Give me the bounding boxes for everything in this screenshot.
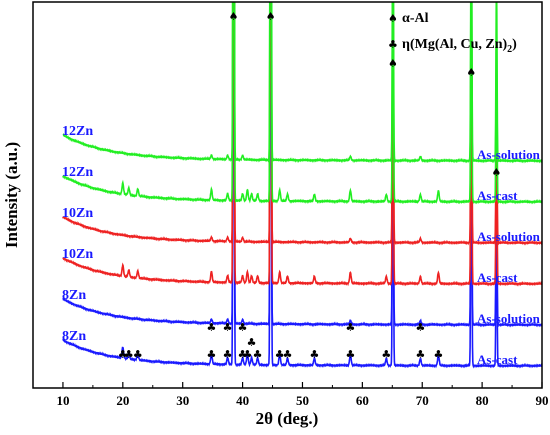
eta-marker: ♣	[223, 348, 233, 361]
eta-marker: ♣	[416, 321, 426, 334]
y-axis-title: Intensity (a.u.)	[2, 142, 21, 248]
sample-label: 12Zn	[62, 124, 93, 139]
series-line-10zn-as-solution	[62, 2, 542, 246]
x-tick-label: 10	[56, 393, 69, 408]
x-tick-label: 80	[476, 393, 489, 408]
alpha-al-marker: ♠	[466, 66, 476, 79]
condition-label: As-solution	[477, 147, 541, 162]
eta-marker: ♣	[207, 348, 217, 361]
sample-label: 12Zn	[62, 165, 93, 180]
x-tick-label: 40	[236, 393, 249, 408]
eta-marker: ♣	[238, 348, 248, 361]
eta-marker: ♣	[253, 348, 263, 361]
series-layer	[62, 2, 542, 369]
condition-label: As-solution	[477, 311, 541, 326]
series-line-12zn-as-cast	[62, 2, 542, 205]
eta-marker: ♣	[207, 321, 217, 334]
legend: ♠ α-Al ♣ η(Mg(Al, Cu, Zn)2)	[388, 11, 517, 55]
eta-marker: ♣	[118, 348, 128, 361]
plot-frame	[32, 1, 543, 389]
eta-marker: ♣	[345, 321, 355, 334]
series-line-8zn-as-solution	[62, 2, 542, 328]
x-axis: 10 20 30 40 50 60 70 80 90	[56, 382, 549, 408]
x-tick-label: 60	[356, 393, 369, 408]
series-line-10zn-as-cast	[62, 2, 542, 287]
eta-marker: ♣	[223, 321, 233, 334]
eta-marker: ♣	[238, 321, 248, 334]
eta-marker: ♣	[133, 348, 143, 361]
x-tick-label: 90	[536, 393, 549, 408]
eta-marker: ♣	[381, 348, 391, 361]
alpha-al-marker: ♠	[229, 10, 239, 23]
x-tick-label: 30	[176, 393, 189, 408]
eta-marker: ♣	[345, 348, 355, 361]
eta-marker: ♣	[310, 348, 320, 361]
alpha-al-marker: ♠	[266, 10, 276, 23]
sample-label: 8Zn	[62, 329, 86, 344]
condition-label: As-cast	[477, 270, 518, 285]
series-line-12zn-as-solution	[62, 2, 542, 164]
eta-marker: ♣	[247, 336, 257, 349]
eta-marker: ♣	[433, 348, 443, 361]
phase-marker-layer: ♠ ♠♠♠♠♣♣ ♣ ♣ ♣ ♣♣♣♣ ♣♣ ♣ ♣ ♣ ♣ ♣♣ ♣ ♣ ♣ ♣	[118, 10, 502, 361]
sample-label: 10Zn	[62, 247, 93, 262]
x-tick-label: 20	[116, 393, 129, 408]
condition-label: As-solution	[477, 229, 541, 244]
alpha-al-marker: ♠	[388, 57, 398, 70]
legend-label-eta: η(Mg(Al, Cu, Zn)2)	[402, 37, 517, 55]
sample-label: 10Zn	[62, 206, 93, 221]
legend-club-icon: ♣	[388, 38, 398, 51]
x-tick-label: 70	[416, 393, 429, 408]
condition-label: As-cast	[477, 352, 518, 367]
legend-spade-icon: ♠	[388, 12, 398, 25]
eta-marker: ♣	[283, 348, 293, 361]
series-line-8zn-as-cast	[62, 2, 542, 369]
sample-label: 8Zn	[62, 288, 86, 303]
x-tick-label: 50	[296, 393, 309, 408]
eta-marker: ♣	[242, 348, 252, 361]
alpha-al-marker: ♠	[492, 166, 502, 179]
series-label-layer: As-cast As-solution As-cast As-solution As-c…	[62, 124, 541, 367]
condition-label: As-cast	[477, 188, 518, 203]
eta-marker: ♣	[124, 348, 134, 361]
eta-marker: ♣	[416, 348, 426, 361]
x-axis-title: 2θ (deg.)	[256, 409, 319, 428]
legend-label-alpha-al: α-Al	[402, 11, 429, 26]
eta-marker: ♣	[275, 348, 285, 361]
